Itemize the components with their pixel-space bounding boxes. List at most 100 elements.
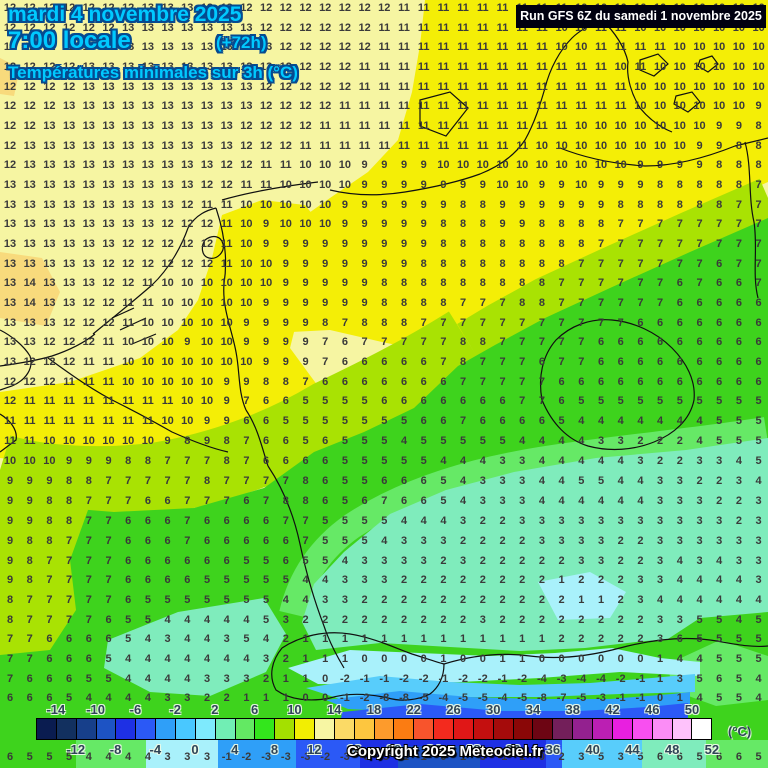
grid-temperature-value: 12 xyxy=(220,179,233,191)
grid-temperature-value: 12 xyxy=(62,2,76,14)
grid-temperature-value: 12 xyxy=(43,61,56,73)
grid-temperature-value: 13 xyxy=(200,159,214,171)
grid-temperature-value: 10 xyxy=(653,81,667,93)
grid-temperature-value: 9 xyxy=(381,159,388,171)
grid-temperature-value: 13 xyxy=(62,277,76,289)
grid-temperature-value: 9 xyxy=(637,179,644,191)
grid-temperature-value: 10 xyxy=(555,140,568,152)
grid-temperature-value: 9 xyxy=(341,218,348,230)
grid-temperature-value: 13 xyxy=(3,199,17,211)
grid-temperature-value: 12 xyxy=(102,2,115,14)
grid-temperature-value: 12 xyxy=(43,81,56,93)
grid-temperature-value: 13 xyxy=(200,140,214,152)
grid-temperature-value: 11 xyxy=(398,100,410,112)
grid-temperature-value: 13 xyxy=(181,81,194,93)
grid-temperature-value: 8 xyxy=(597,218,605,230)
grid-temperature-value: 9 xyxy=(361,159,368,171)
grid-temperature-value: 12 xyxy=(161,258,174,270)
grid-temperature-value: 11 xyxy=(516,61,529,73)
grid-temperature-value: 7 xyxy=(735,218,742,230)
region-seafoam-main xyxy=(302,438,768,651)
grid-temperature-value: 12 xyxy=(181,218,194,230)
grid-temperature-value: 8 xyxy=(578,218,585,230)
grid-temperature-value: 10 xyxy=(319,179,332,191)
grid-temperature-value: 13 xyxy=(82,159,95,171)
grid-temperature-value: 11 xyxy=(358,100,371,112)
grid-temperature-value: 9 xyxy=(400,218,408,230)
grid-temperature-value: 13 xyxy=(240,41,253,53)
grid-temperature-value: 13 xyxy=(82,238,95,250)
grid-temperature-value: 9 xyxy=(341,258,348,270)
grid-temperature-value: 11 xyxy=(142,277,154,289)
grid-temperature-value: 11 xyxy=(516,41,529,53)
grid-temperature-value: 11 xyxy=(378,140,391,152)
color-scale-bar xyxy=(36,718,712,740)
scale-color-cell xyxy=(195,719,216,739)
grid-temperature-value: 12 xyxy=(23,61,36,73)
grid-temperature-value: 9 xyxy=(381,258,388,270)
grid-temperature-value: 12 xyxy=(200,258,214,270)
grid-temperature-value: 8 xyxy=(755,159,762,171)
grid-temperature-value: 8 xyxy=(558,258,565,270)
grid-temperature-value: 8 xyxy=(499,258,506,270)
grid-temperature-value: 10 xyxy=(752,41,765,53)
grid-temperature-value: 13 xyxy=(181,61,194,73)
grid-temperature-value: 11 xyxy=(220,218,233,230)
grid-temperature-value: 11 xyxy=(614,100,627,112)
grid-temperature-value: 13 xyxy=(181,100,194,112)
grid-temperature-value: 10 xyxy=(732,61,746,73)
grid-temperature-value: 13 xyxy=(62,199,76,211)
grid-temperature-value: 12 xyxy=(62,22,76,34)
border-de-nl xyxy=(215,207,247,411)
strip-seafoam xyxy=(642,740,706,768)
grid-temperature-value: 12 xyxy=(200,179,214,191)
grid-temperature-value: 13 xyxy=(43,140,56,152)
grid-temperature-value: 13 xyxy=(43,199,56,211)
grid-temperature-value: 13 xyxy=(161,199,174,211)
scale-color-cell xyxy=(37,719,57,739)
grid-temperature-value: 9 xyxy=(716,140,723,152)
scale-color-cell xyxy=(354,719,375,739)
grid-temperature-value: 10 xyxy=(555,159,568,171)
scale-color-cell xyxy=(116,719,137,739)
grid-temperature-value: 10 xyxy=(653,61,667,73)
grid-temperature-value: 13 xyxy=(161,61,174,73)
scale-tick-label: 30 xyxy=(486,702,501,717)
grid-temperature-value: 10 xyxy=(673,41,686,53)
grid-temperature-value: 9 xyxy=(282,258,289,270)
grid-temperature-value: 11 xyxy=(555,100,568,112)
grid-temperature-value: 11 xyxy=(220,258,233,270)
grid-temperature-value: 13 xyxy=(141,81,155,93)
grid-temperature-value: 11 xyxy=(536,100,548,112)
grid-temperature-value: 13 xyxy=(43,277,56,289)
grid-temperature-value: 12 xyxy=(141,258,155,270)
scale-color-cell xyxy=(394,719,415,739)
grid-temperature-value: 7 xyxy=(578,258,585,270)
grid-temperature-value: 12 xyxy=(3,22,17,34)
grid-temperature-value: 11 xyxy=(339,140,351,152)
grid-temperature-value: 13 xyxy=(220,61,233,73)
grid-temperature-value: 11 xyxy=(417,41,430,53)
grid-temperature-value: 7 xyxy=(637,258,644,270)
grid-temperature-value: 11 xyxy=(595,100,607,112)
grid-temperature-value: 11 xyxy=(339,100,351,112)
grid-temperature-value: 10 xyxy=(200,277,214,289)
grid-temperature-value: 9 xyxy=(519,218,526,230)
grid-temperature-value: 10 xyxy=(575,140,588,152)
grid-temperature-value: 7 xyxy=(617,238,624,250)
grid-temperature-value: 12 xyxy=(279,100,292,112)
grid-temperature-value: 12 xyxy=(122,258,135,270)
grid-temperature-value: 7 xyxy=(755,218,762,230)
grid-temperature-value: 12 xyxy=(378,2,391,14)
grid-temperature-value: 13 xyxy=(259,41,273,53)
scale-color-cell xyxy=(374,719,395,739)
grid-temperature-value: 10 xyxy=(752,81,765,93)
grid-temperature-value: 11 xyxy=(358,81,371,93)
grid-temperature-value: 7 xyxy=(696,238,703,250)
grid-temperature-value: 10 xyxy=(279,179,292,191)
grid-temperature-value: 8 xyxy=(755,120,762,132)
grid-temperature-value: 13 xyxy=(23,140,36,152)
grid-temperature-value: 9 xyxy=(282,238,289,250)
strip-brightblue-left xyxy=(296,740,360,768)
grid-temperature-value: 13 xyxy=(82,140,95,152)
